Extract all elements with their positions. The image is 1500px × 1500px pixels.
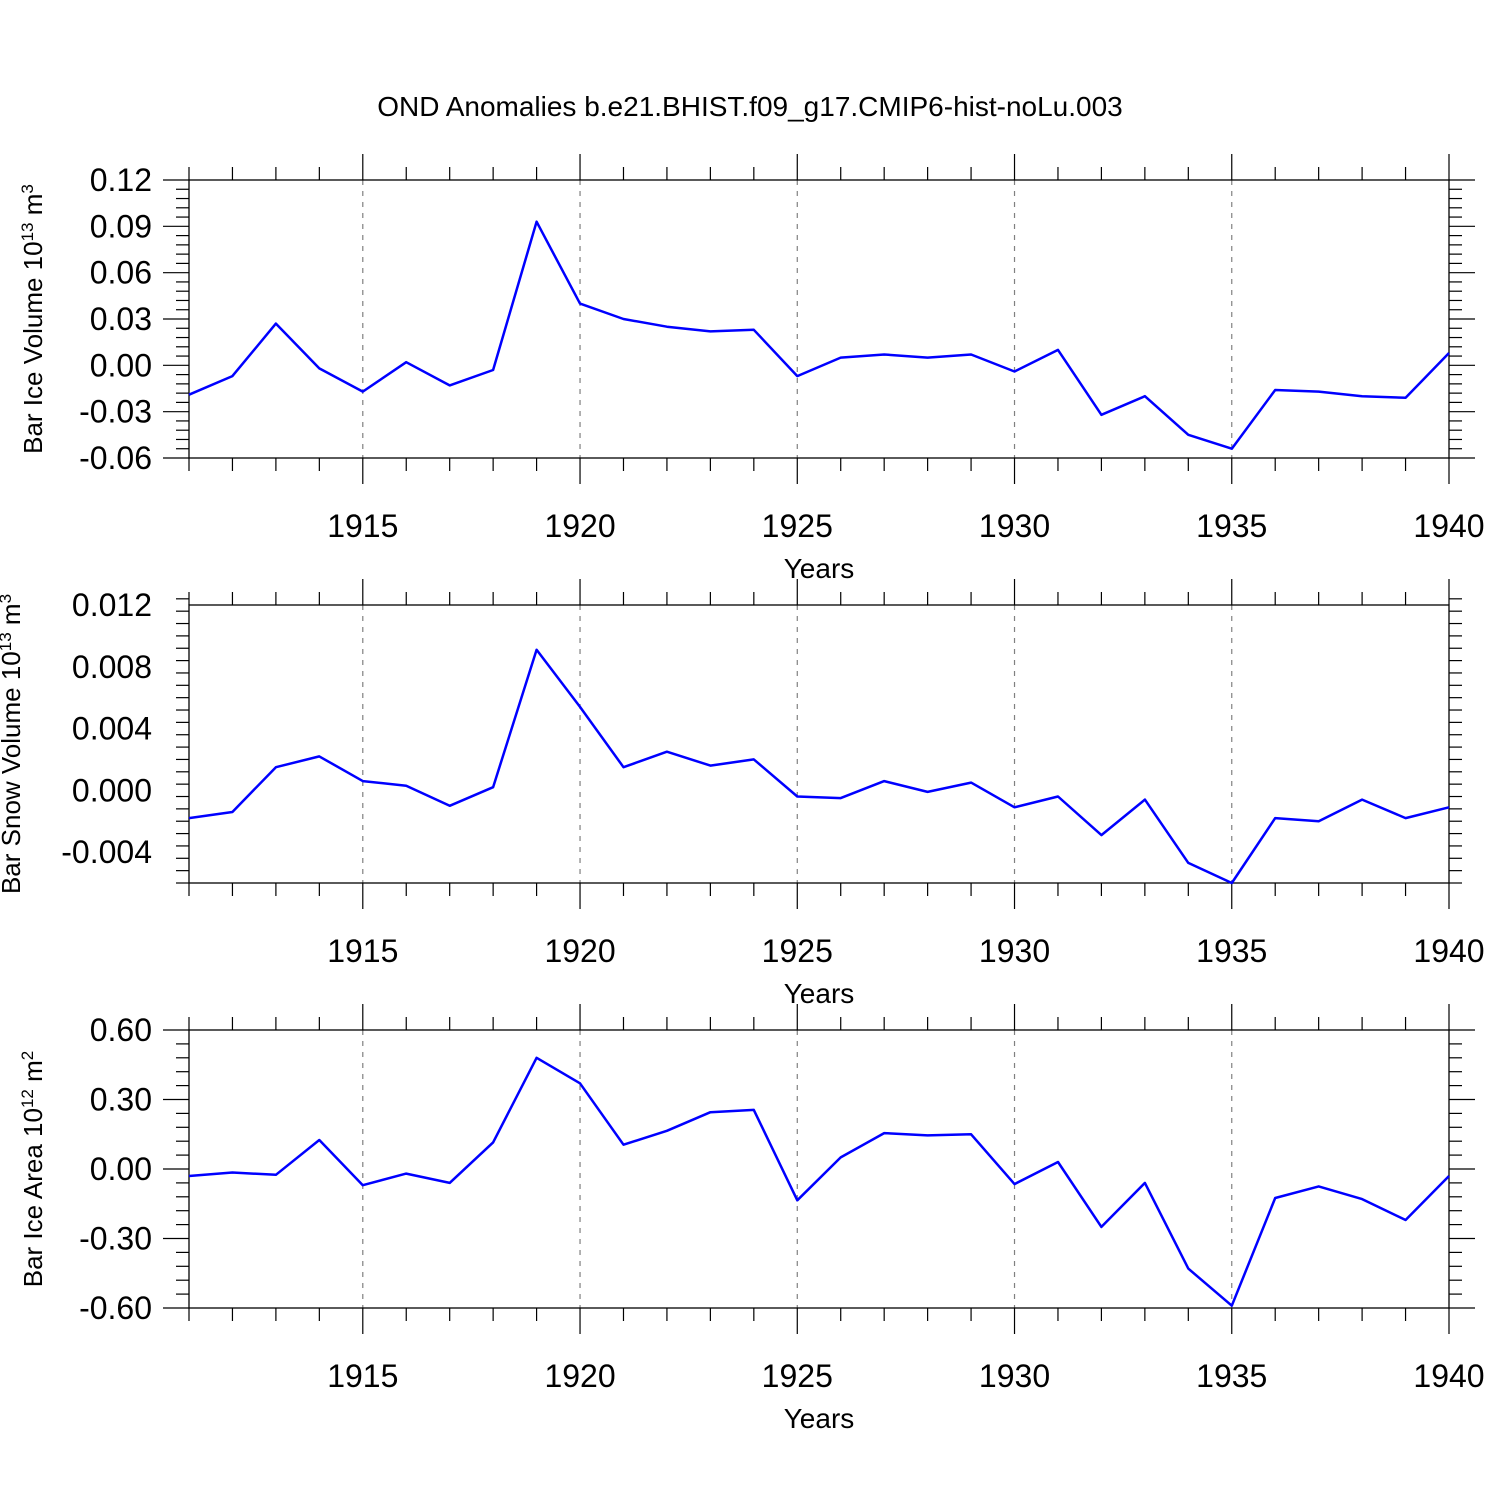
- y-tick-label: -0.60: [79, 1290, 152, 1326]
- x-tick-label: 1935: [1196, 508, 1267, 544]
- x-tick-label: 1925: [762, 1358, 833, 1394]
- panels: -0.06 -0.03 0.00 0.03 0.06 0.09 0.12 1915 1920 19…: [0, 154, 1485, 1434]
- plot-frame: [188, 179, 1450, 459]
- y-axis-label-part: Bar Ice Volume 10: [18, 241, 48, 453]
- x-tick-label: 1920: [544, 1358, 615, 1394]
- x-tick-label: 1930: [979, 508, 1050, 544]
- y-axis-label-superscript: 3: [18, 184, 37, 193]
- y-tick-label: 0.60: [90, 1012, 152, 1048]
- x-tick-label: 1940: [1413, 933, 1484, 969]
- x-tick-label: 1915: [327, 1358, 398, 1394]
- y-axis-label-part: m: [0, 603, 26, 632]
- plot-frame: [188, 604, 1450, 884]
- y-axis-label-superscript: 13: [0, 632, 15, 651]
- y-tick-label: 0.012: [72, 587, 152, 623]
- y-tick-label: 0.30: [90, 1082, 152, 1118]
- y-axis-label-superscript: 2: [18, 1051, 37, 1060]
- x-axis-label: Years: [784, 1403, 855, 1434]
- x-tick-label: 1940: [1413, 508, 1484, 544]
- plot-frame: [188, 1029, 1450, 1309]
- panel-3: -0.60 -0.30 0.00 0.30 0.60 1915 1920 1925 1930 19…: [18, 1004, 1485, 1434]
- series-line: [188, 220, 1450, 450]
- panel-1: -0.06 -0.03 0.00 0.03 0.06 0.09 0.12 1915 1920 19…: [18, 154, 1485, 584]
- y-tick-label: 0.09: [90, 208, 152, 244]
- x-tick-label: 1925: [762, 508, 833, 544]
- y-tick-label: 0.12: [90, 162, 152, 198]
- y-tick-label: -0.06: [79, 440, 152, 476]
- y-axis-label: Bar Ice Volume 1013 m3: [18, 184, 48, 454]
- y-axis-label: Bar Snow Volume 1013 m3: [0, 594, 26, 894]
- y-tick-label: -0.30: [79, 1221, 152, 1257]
- chart-title: OND Anomalies b.e21.BHIST.f09_g17.CMIP6-…: [377, 91, 1123, 122]
- y-axis-label-superscript: 3: [0, 594, 15, 603]
- x-tick-label: 1920: [544, 933, 615, 969]
- x-tick-label: 1930: [979, 1358, 1050, 1394]
- y-axis-label-part: Bar Ice Area 10: [18, 1108, 48, 1287]
- x-tick-label: 1915: [327, 508, 398, 544]
- y-tick-label: 0.004: [72, 711, 152, 747]
- x-tick-label: 1930: [979, 933, 1050, 969]
- y-tick-label: 0.008: [72, 649, 152, 685]
- x-tick-label: 1920: [544, 508, 615, 544]
- y-tick-label: 0.03: [90, 301, 152, 337]
- y-tick-label: 0.00: [90, 347, 152, 383]
- x-tick-label: 1935: [1196, 933, 1267, 969]
- series-line: [188, 648, 1450, 885]
- y-tick-label: 0.000: [72, 772, 152, 808]
- y-axis-label-part: m: [18, 194, 48, 223]
- y-axis-label: Bar Ice Area 1012 m2: [18, 1051, 48, 1288]
- x-tick-label: 1935: [1196, 1358, 1267, 1394]
- y-axis-label-part: m: [18, 1060, 48, 1089]
- y-tick-label: 0.06: [90, 255, 152, 291]
- y-axis-label-part: Bar Snow Volume 10: [0, 651, 26, 894]
- y-tick-label: -0.004: [61, 834, 152, 870]
- x-tick-label: 1915: [327, 933, 398, 969]
- series-line: [188, 1056, 1450, 1307]
- x-tick-label: 1925: [762, 933, 833, 969]
- y-axis-label-superscript: 13: [18, 222, 37, 241]
- panel-2: -0.004 0.000 0.004 0.008 0.012 1915 1920 1925 19…: [0, 579, 1485, 1009]
- y-tick-label: 0.00: [90, 1151, 152, 1187]
- x-tick-label: 1940: [1413, 1358, 1484, 1394]
- x-axis-label: Years: [784, 553, 855, 584]
- y-axis-label-superscript: 12: [18, 1089, 37, 1108]
- y-tick-label: -0.03: [79, 394, 152, 430]
- x-axis-label: Years: [784, 978, 855, 1009]
